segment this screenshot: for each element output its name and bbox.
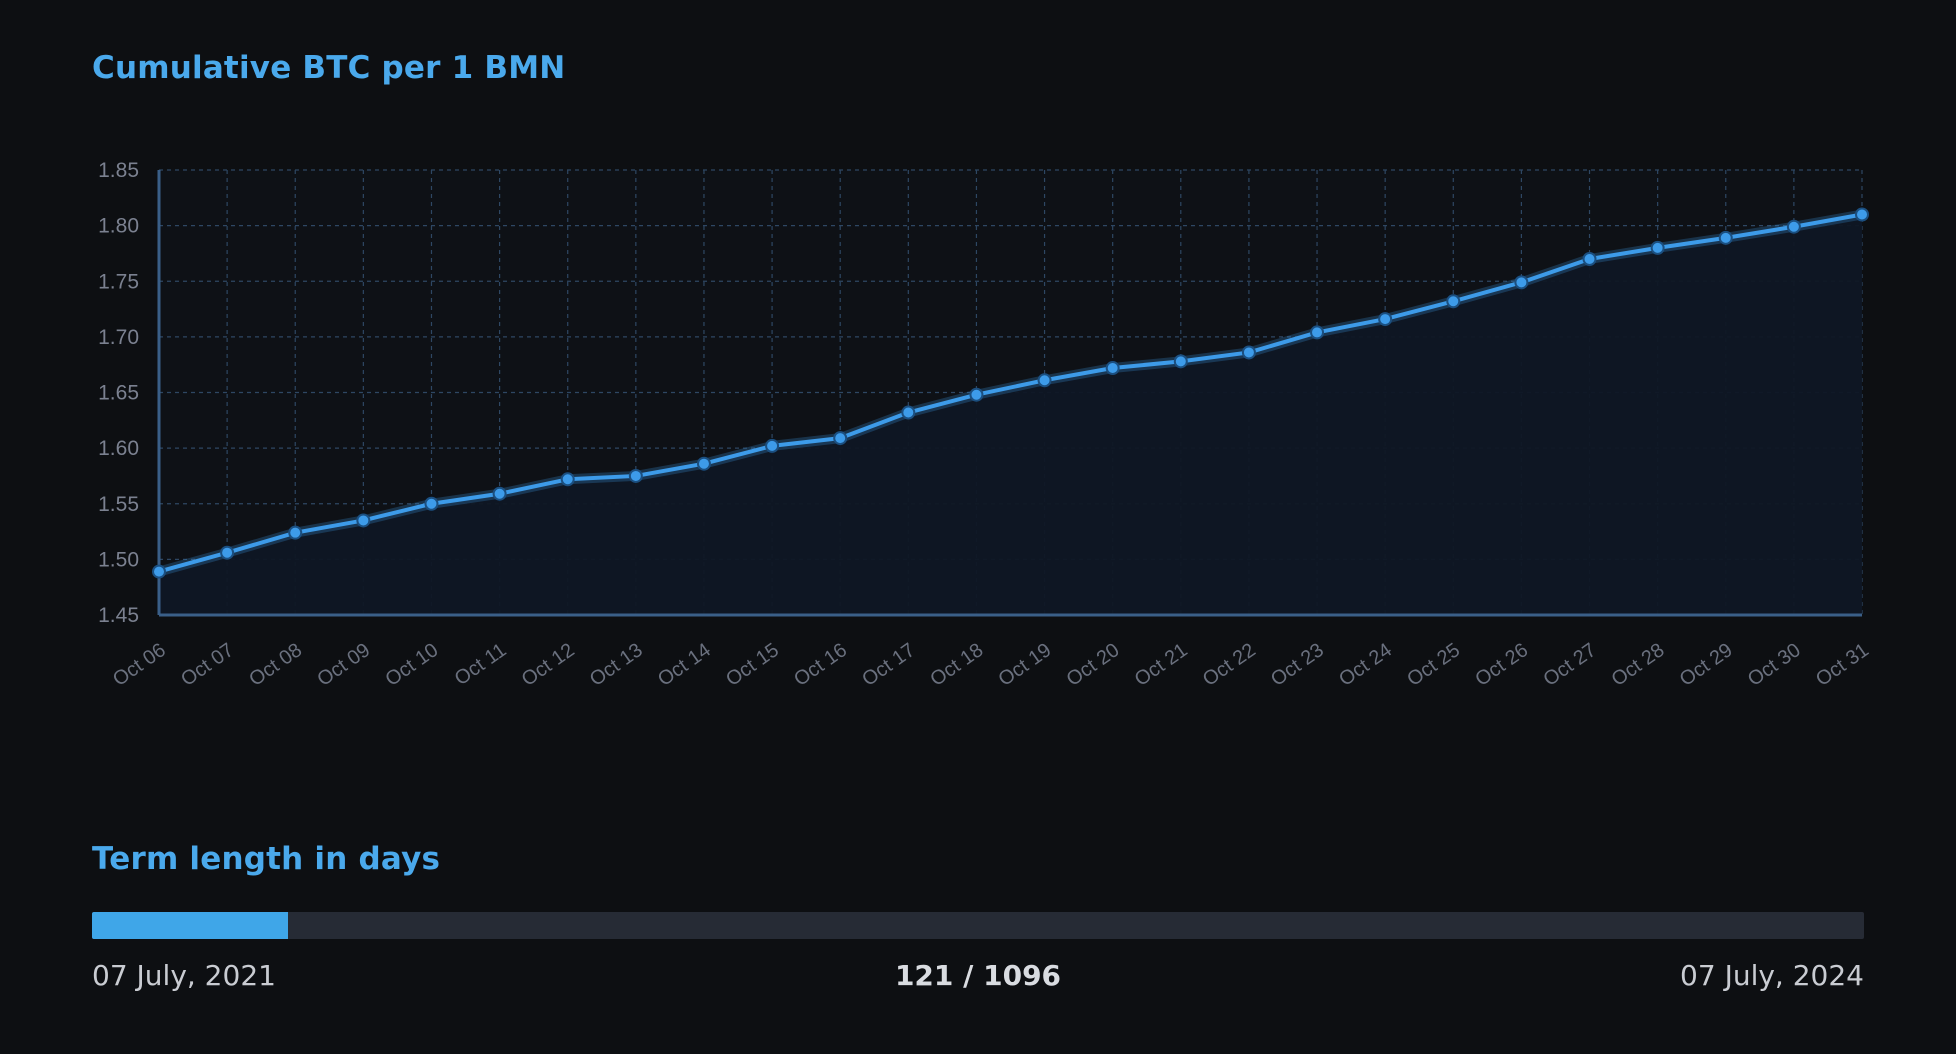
x-tick-label: Oct 18 [926,639,987,691]
term-progress-count: 121 / 1096 [894,959,1062,992]
data-point [220,545,235,560]
y-tick-label: 1.75 [98,270,139,293]
x-tick-label: Oct 14 [654,639,715,691]
data-point [424,496,439,511]
data-point [1446,294,1461,309]
x-tick-label: Oct 23 [1267,639,1328,691]
term-end-date: 07 July, 2024 [1680,959,1864,992]
data-point [1173,354,1188,369]
data-point [1378,312,1393,327]
x-tick-label: Oct 25 [1403,639,1464,691]
data-point [1037,373,1052,388]
x-tick-label: Oct 16 [790,639,851,691]
x-axis-ticks: Oct 06 Oct 07 Oct 08 Oct 09 Oct 10 Oct 11 Oct … [109,639,1873,691]
data-point [1855,207,1869,222]
x-tick-label: Oct 19 [995,639,1056,691]
data-point [152,564,166,579]
area-under-line [159,214,1862,615]
x-tick-label: Oct 31 [1812,639,1873,691]
x-tick-label: Oct 22 [1199,639,1260,691]
term-start-date: 07 July, 2021 [92,959,276,992]
x-tick-label: Oct 12 [518,639,579,691]
y-tick-label: 1.45 [98,604,139,627]
x-tick-label: Oct 26 [1471,639,1532,691]
x-tick-label: Oct 10 [381,639,442,691]
data-point [356,513,371,528]
term-length-title: Term length in days [92,841,441,877]
x-tick-label: Oct 28 [1608,639,1669,691]
x-tick-label: Oct 07 [177,639,238,691]
y-tick-label: 1.85 [98,159,139,182]
data-point [628,468,643,483]
series-line [157,209,1864,577]
data-point [1514,275,1529,290]
series-line [157,212,1864,574]
y-tick-label: 1.60 [98,437,139,460]
x-tick-label: Oct 15 [722,639,783,691]
x-tick-label: Oct 20 [1063,639,1124,691]
data-point [1718,230,1733,245]
data-point [1105,361,1120,376]
chart-axes [157,170,1862,617]
y-tick-label: 1.70 [98,326,139,349]
y-tick-label: 1.55 [98,493,139,516]
data-point [1241,345,1256,360]
x-tick-label: Oct 06 [109,639,170,691]
x-tick-label: Oct 30 [1744,639,1805,691]
x-tick-label: Oct 24 [1335,639,1396,691]
data-point [1310,325,1325,340]
y-tick-label: 1.80 [98,215,139,238]
data-point [696,456,711,471]
x-tick-label: Oct 17 [858,639,919,691]
series-points [152,207,1869,579]
data-point [901,405,916,420]
area-fill [159,214,1862,615]
x-tick-label: Oct 27 [1540,639,1601,691]
data-point [1582,252,1597,266]
x-tick-label: Oct 29 [1676,639,1737,691]
y-tick-label: 1.65 [98,382,139,405]
data-point [969,387,984,402]
btc-per-bmn-chart: 1.85 1.80 1.75 1.70 1.65 1.60 1.55 1.50 1.45 Oct… [98,159,1873,691]
data-point [1786,219,1801,234]
x-tick-label: Oct 13 [586,639,647,691]
y-axis-ticks: 1.85 1.80 1.75 1.70 1.65 1.60 1.55 1.50 1.45 [98,159,139,627]
data-point [288,525,303,540]
data-point [765,438,780,453]
y-tick-label: 1.50 [98,548,139,571]
term-progress-bar [92,912,1864,939]
data-point [833,431,848,446]
chart-title: Cumulative BTC per 1 BMN [92,50,566,86]
data-point [492,486,507,501]
x-tick-label: Oct 09 [313,639,374,691]
data-point [560,472,575,487]
x-tick-label: Oct 08 [245,639,306,691]
x-tick-label: Oct 11 [451,639,511,690]
term-progress-fill [92,912,288,939]
data-point [1650,240,1665,255]
x-tick-label: Oct 21 [1131,639,1192,691]
